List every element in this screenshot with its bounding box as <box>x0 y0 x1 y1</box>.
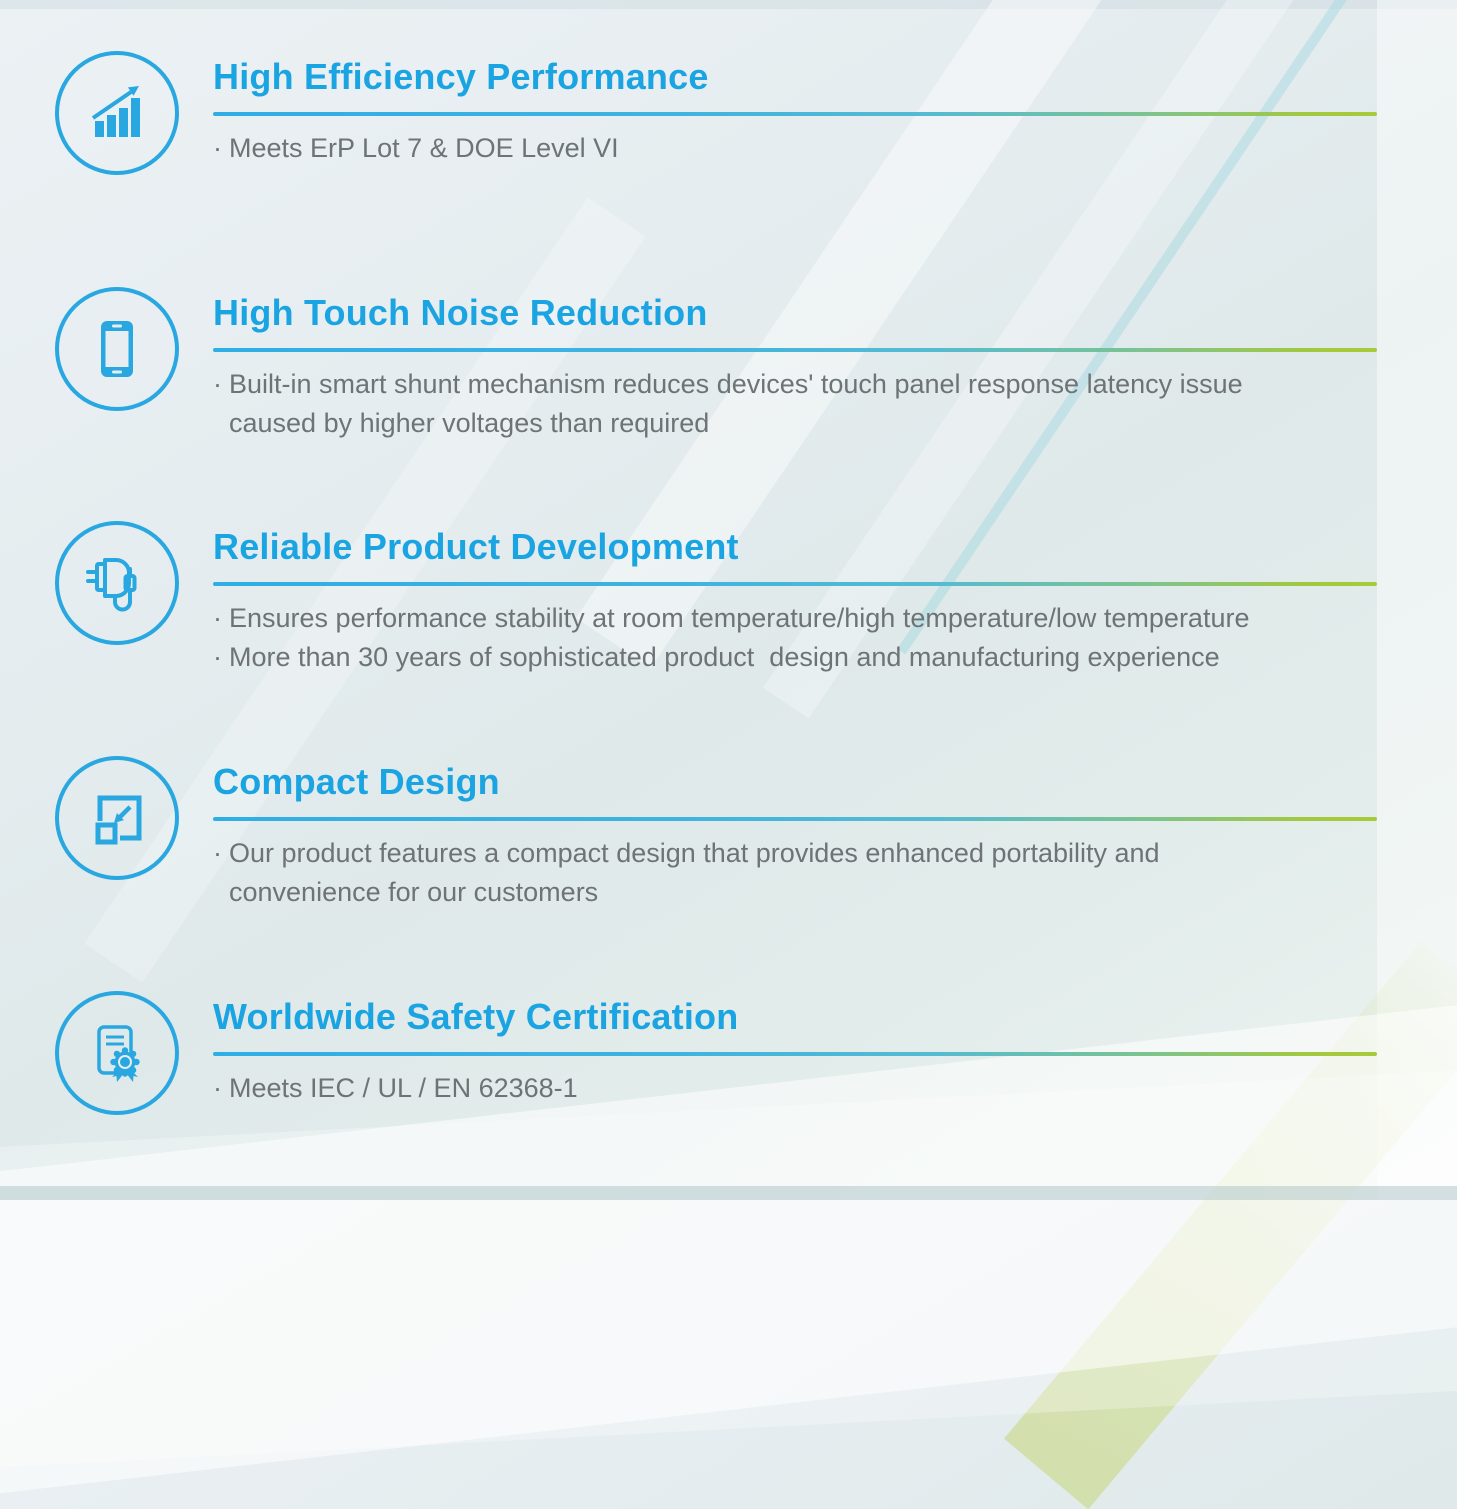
bullet-marker: · <box>213 1073 222 1103</box>
section-divider <box>213 1052 1377 1056</box>
bullet-text: Meets ErP Lot 7 & DOE Level VI <box>229 133 619 163</box>
section-title: Reliable Product Development <box>213 526 739 567</box>
bullet-item: · Ensures performance stability at room … <box>213 599 1388 638</box>
feature-section-certification: Worldwide Safety Certification · Meets I… <box>0 991 1457 1115</box>
bullet-text: Ensures performance stability at room te… <box>229 603 1250 633</box>
section-divider <box>213 348 1377 352</box>
section-divider <box>213 582 1377 586</box>
bullet-item: · Meets IEC / UL / EN 62368-1 <box>213 1069 1388 1108</box>
background-top-strip <box>0 0 1457 9</box>
feature-section-reliability: Reliable Product Development · Ensures p… <box>0 521 1457 677</box>
bullet-text: Meets IEC / UL / EN 62368-1 <box>229 1073 578 1103</box>
feature-section-noise: High Touch Noise Reduction · Built-in sm… <box>0 287 1457 443</box>
section-title: Compact Design <box>213 761 500 802</box>
bullet-item: · Our product features a compact design … <box>213 834 1388 912</box>
bullet-text: Our product features a compact design th… <box>229 838 1160 907</box>
section-title: High Efficiency Performance <box>213 56 709 97</box>
section-title: High Touch Noise Reduction <box>213 292 708 333</box>
bar-chart-growth-icon <box>55 51 179 175</box>
bullet-marker: · <box>213 133 222 163</box>
bullet-marker: · <box>213 838 222 868</box>
bullet-text: More than 30 years of sophisticated prod… <box>229 642 1220 672</box>
bullet-item: · Meets ErP Lot 7 & DOE Level VI <box>213 129 1388 168</box>
bullet-marker: · <box>213 369 222 399</box>
background-bottom-strip <box>0 1186 1457 1200</box>
bullet-text: Built-in smart shunt mechanism reduces d… <box>229 369 1243 438</box>
section-title: Worldwide Safety Certification <box>213 996 739 1037</box>
certificate-icon <box>55 991 179 1115</box>
section-divider <box>213 817 1377 821</box>
smartphone-icon <box>55 287 179 411</box>
bullet-marker: · <box>213 642 222 672</box>
compact-resize-icon <box>55 756 179 880</box>
power-adapter-icon <box>55 521 179 645</box>
bullet-marker: · <box>213 603 222 633</box>
background-swoosh <box>0 1055 1457 1470</box>
feature-section-efficiency: High Efficiency Performance · Meets ErP … <box>0 51 1457 175</box>
bullet-item: · Built-in smart shunt mechanism reduces… <box>213 365 1388 443</box>
bullet-item: · More than 30 years of sophisticated pr… <box>213 638 1388 677</box>
feature-section-compact: Compact Design · Our product features a … <box>0 756 1457 912</box>
section-divider <box>213 112 1377 116</box>
